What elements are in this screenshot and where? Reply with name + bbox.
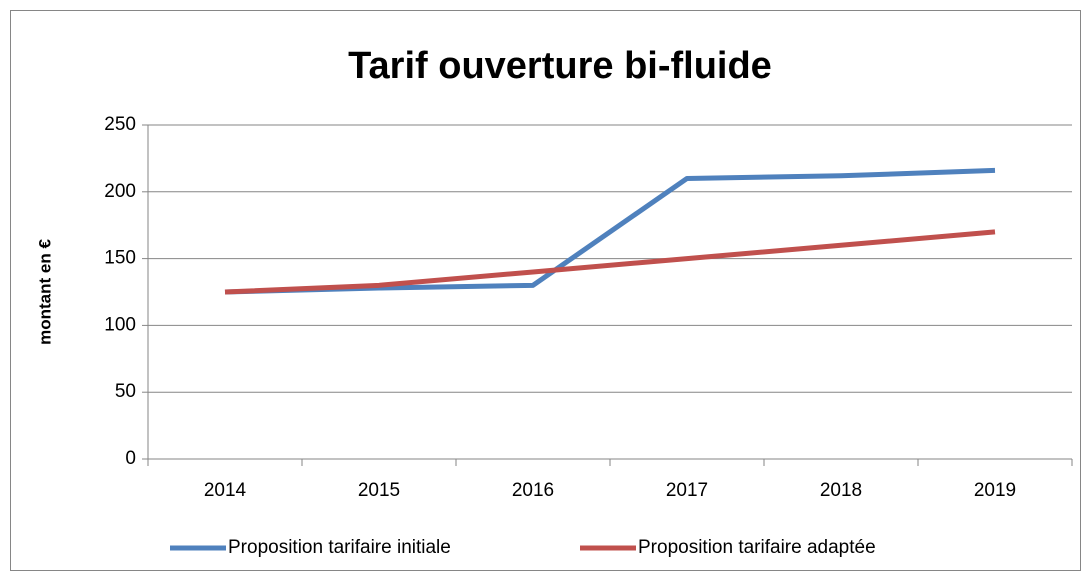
chart-border [10, 10, 1081, 571]
x-tick-label: 2014 [204, 480, 247, 501]
y-tick-label: 150 [104, 248, 136, 269]
x-tick-label: 2019 [974, 480, 1016, 501]
y-axis-label: montant en € [35, 239, 54, 345]
x-tick-label: 2017 [666, 480, 708, 501]
y-tick-label: 50 [115, 381, 136, 402]
chart-title: Tarif ouverture bi-fluide [348, 45, 772, 87]
series-line [224, 229, 996, 295]
y-tick-label: 0 [125, 448, 136, 469]
x-tick-label: 2018 [820, 480, 862, 501]
y-tick-label: 250 [104, 114, 136, 135]
x-tick-label: 2015 [358, 480, 400, 501]
y-tick-label: 100 [104, 314, 136, 335]
legend-label: Proposition tarifaire initiale [228, 537, 451, 558]
legend-label: Proposition tarifaire adaptée [638, 537, 876, 558]
x-tick-label: 2016 [512, 480, 554, 501]
y-tick-label: 200 [104, 181, 136, 202]
